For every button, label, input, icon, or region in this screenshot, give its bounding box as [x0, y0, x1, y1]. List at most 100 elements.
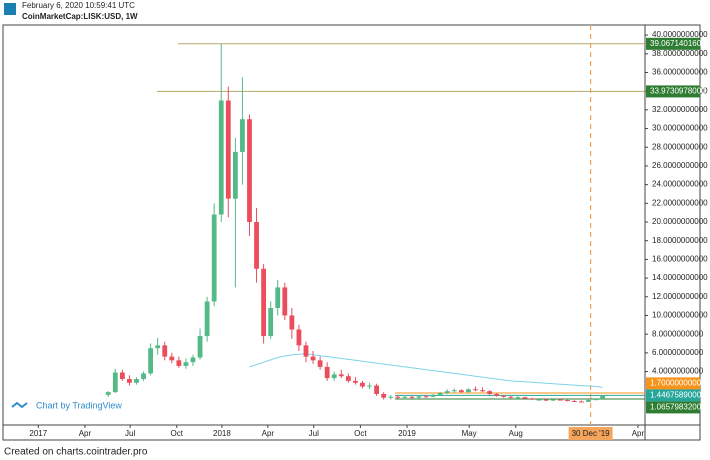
candle-body	[367, 385, 372, 387]
y-tick-label: 30.0000000000	[652, 124, 708, 133]
candle-body	[282, 287, 288, 316]
candle-body	[218, 100, 224, 215]
level-badge	[646, 37, 700, 50]
candle-body	[395, 396, 401, 398]
y-tick-label: 24.0000000000	[652, 180, 708, 189]
candle-body	[105, 392, 111, 395]
y-tick-label: 32.0000000000	[652, 105, 708, 114]
y-tick-label: 36.0000000000	[652, 68, 708, 77]
candle-body	[536, 399, 542, 401]
candle-body	[543, 399, 549, 401]
y-tick-label: 22.0000000000	[652, 198, 708, 207]
candle-body	[515, 397, 521, 399]
candle-body	[211, 214, 217, 302]
candle-body	[261, 268, 267, 337]
candle-body	[331, 374, 337, 379]
candle-body	[317, 360, 323, 367]
candle-body	[458, 390, 464, 393]
x-tick-label: 2019	[398, 429, 416, 438]
candle-body	[402, 396, 408, 398]
x-tick-label: 2017	[29, 429, 47, 438]
candle-body	[430, 394, 436, 397]
candle-body	[155, 345, 161, 349]
candle-body	[310, 356, 316, 361]
candle-body	[444, 391, 450, 394]
level-label: 1.7000000000	[650, 379, 702, 388]
candle-body	[409, 396, 415, 398]
x-tick-label: Jul	[125, 429, 135, 438]
candle-body	[451, 390, 457, 392]
candle-body	[374, 385, 380, 394]
candle-body	[557, 399, 563, 401]
candle-body	[303, 345, 309, 357]
candle-body	[586, 400, 591, 402]
date-marker-badge	[568, 427, 613, 440]
y-tick-label: 18.0000000000	[652, 236, 708, 245]
candle-body	[268, 307, 274, 337]
candle-body	[522, 397, 528, 399]
x-tick-label: Jul	[309, 429, 319, 438]
candle-body	[480, 390, 485, 392]
y-tick-label: 38.0000000000	[652, 49, 708, 58]
candle-body	[550, 399, 556, 401]
level-badge	[646, 401, 700, 414]
footer: Created on charts.cointrader.pro	[4, 447, 148, 458]
x-tick-label: Apr	[632, 429, 645, 438]
candle-body	[296, 329, 302, 346]
candle-body	[473, 389, 478, 391]
candle-body	[487, 391, 493, 394]
y-tick-label: 4.0000000000	[652, 367, 704, 376]
candle-body	[494, 393, 500, 396]
y-tick-label: 20.0000000000	[652, 217, 708, 226]
candle-body	[437, 393, 443, 395]
candle-body	[360, 382, 365, 387]
candle-body	[232, 151, 238, 199]
watermark: Chart by TradingView	[36, 400, 122, 410]
y-tick-label: 14.0000000000	[652, 273, 708, 282]
candle-body	[345, 376, 351, 381]
candle-body	[508, 396, 514, 398]
candle-body	[466, 389, 471, 393]
candle-body	[254, 222, 259, 269]
level-badge	[646, 377, 700, 390]
y-tick-label: 16.0000000000	[652, 255, 708, 264]
x-tick-label: Oct	[171, 429, 184, 438]
level-badge	[646, 389, 700, 402]
level-label: 33.9730978000	[650, 87, 706, 96]
x-tick-label: 2018	[213, 429, 231, 438]
y-tick-label: 6.0000000000	[652, 348, 704, 357]
candle-body	[579, 401, 584, 403]
candle-body	[564, 400, 570, 402]
candle-body	[134, 379, 139, 383]
level-label: 1.0657983200	[650, 403, 702, 412]
candle-body	[119, 372, 125, 380]
candle-body	[388, 396, 394, 398]
candle-body	[600, 395, 606, 399]
candle-body	[240, 119, 245, 152]
candle-body	[141, 373, 146, 380]
candle-body	[190, 357, 196, 363]
candle-body	[275, 287, 281, 308]
candle-body	[176, 360, 182, 366]
candle-body	[593, 398, 598, 401]
candle-body	[501, 395, 507, 397]
logo	[4, 3, 16, 15]
candle-body	[197, 336, 203, 358]
y-tick-label: 8.0000000000	[652, 329, 704, 338]
candle-body	[169, 356, 175, 361]
candle-body	[529, 398, 535, 400]
candle-body	[183, 362, 189, 366]
y-tick-label: 28.0000000000	[652, 142, 708, 151]
x-tick-label: Aug	[509, 429, 523, 438]
candle-body	[324, 366, 330, 379]
y-tick-label: 12.0000000000	[652, 292, 708, 301]
symbol: CoinMarketCap:LISK:USD, 1W	[22, 12, 138, 21]
timestamp: February 6, 2020 10:59:41 UTC	[22, 1, 135, 10]
candle-body	[162, 345, 168, 357]
level-label: 39.0671401600	[650, 39, 706, 48]
candle-body	[289, 315, 295, 330]
y-tick-label: 40.0000000000	[652, 30, 708, 39]
x-tick-label: May	[462, 429, 477, 438]
candle-body	[225, 100, 231, 199]
